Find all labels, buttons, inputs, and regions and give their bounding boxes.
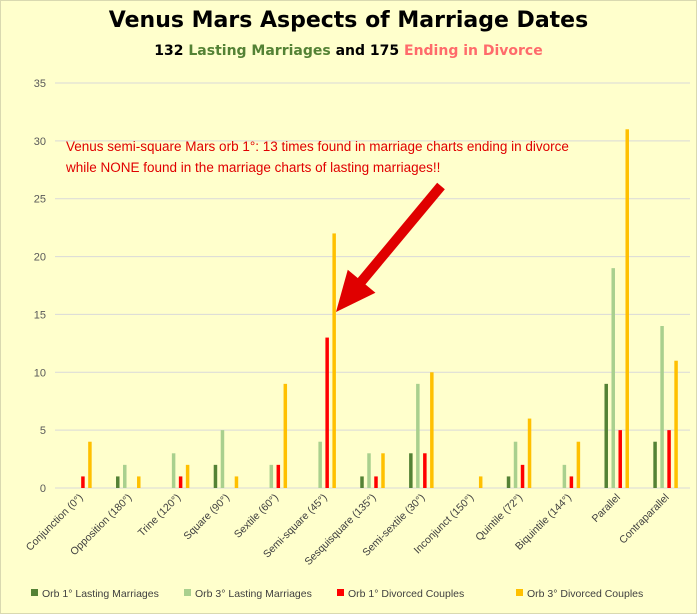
y-tick-label: 35 — [34, 78, 46, 90]
legend: Orb 1° Lasting Marriages Orb 3° Lasting M… — [31, 588, 643, 600]
bar-1-12 — [660, 326, 664, 488]
bar-0-12 — [653, 441, 657, 488]
subtitle-count-divorce: and 175 — [330, 43, 404, 59]
x-tick-label: Trine (120°) — [136, 492, 183, 539]
bar-3-6 — [381, 453, 385, 488]
y-tick-label: 15 — [34, 309, 46, 321]
subtitle-count-lasting: 132 — [154, 43, 189, 59]
subtitle-lasting-label: Lasting Marriages — [188, 43, 331, 59]
gridlines — [55, 82, 690, 489]
bar-3-5 — [332, 233, 336, 488]
bar-3-11 — [625, 129, 629, 489]
bar-2-11 — [618, 430, 622, 488]
bar-3-8 — [478, 476, 483, 488]
bar-2-4 — [276, 464, 281, 488]
legend-label: Orb 1° Lasting Marriages — [42, 588, 159, 600]
bar-1-10 — [562, 464, 567, 488]
bar-0-7 — [409, 453, 413, 488]
x-tick-label: Sextile (60°) — [232, 492, 281, 541]
y-tick-label: 20 — [34, 252, 46, 264]
red-arrow — [336, 182, 445, 312]
bar-3-4 — [283, 383, 288, 488]
bar-2-2 — [178, 476, 183, 488]
bar-1-6 — [367, 453, 371, 488]
bar-0-9 — [506, 476, 511, 488]
bar-1-5 — [318, 441, 322, 488]
annotation-line-2: while NONE found in the marriage charts … — [65, 160, 440, 175]
x-tick-label: Contraparallel — [617, 492, 672, 547]
bar-2-9 — [520, 464, 525, 488]
bar-2-0 — [81, 476, 85, 488]
bar-3-12 — [674, 360, 678, 488]
subtitle-divorce-label: Ending in Divorce — [404, 43, 543, 59]
bar-0-3 — [213, 464, 218, 488]
legend-swatch — [31, 589, 38, 596]
chart-subtitle: 132 Lasting Marriages and 175 Ending in … — [0, 43, 697, 59]
bar-0-11 — [604, 383, 608, 488]
bar-1-2 — [171, 453, 176, 488]
x-tick-label: Parallel — [590, 492, 623, 525]
bar-2-5 — [325, 337, 329, 488]
x-tick-label: Square (90°) — [181, 492, 232, 543]
legend-swatch — [516, 589, 523, 596]
bar-1-7 — [416, 383, 420, 488]
bar-1-1 — [123, 464, 127, 488]
legend-label: Orb 3° Divorced Couples — [527, 588, 643, 600]
annotation-line-1: Venus semi-square Mars orb 1°: 13 times … — [66, 139, 569, 154]
y-tick-label: 10 — [34, 367, 46, 379]
x-axis-labels: Conjunction (0°)Opposition (180°) Trine (… — [24, 492, 672, 568]
bar-0-6 — [360, 476, 364, 488]
bar-2-10 — [569, 476, 574, 488]
bar-2-7 — [423, 453, 427, 488]
bar-3-2 — [185, 464, 190, 488]
y-tick-label: 25 — [34, 194, 46, 206]
arrow-shaft — [355, 182, 445, 288]
bar-1-4 — [269, 464, 274, 488]
bar-1-3 — [220, 430, 225, 488]
y-axis-ticks: 0 5 10 15 20 25 30 35 — [34, 78, 46, 495]
legend-swatch — [337, 589, 344, 596]
y-tick-label: 30 — [34, 136, 46, 148]
annotation: Venus semi-square Mars orb 1°: 13 times … — [65, 139, 569, 175]
bar-3-1 — [137, 476, 141, 488]
chart-title: Venus Mars Aspects of Marriage Dates — [108, 8, 589, 33]
bar-0-1 — [116, 476, 120, 488]
x-tick-label: Quintile (72°) — [473, 492, 525, 544]
bar-2-12 — [667, 430, 671, 488]
y-tick-label: 5 — [40, 425, 46, 437]
bar-3-10 — [576, 441, 581, 488]
bar-3-0 — [88, 441, 92, 488]
bar-2-6 — [374, 476, 378, 488]
legend-swatch — [184, 589, 191, 596]
bar-3-7 — [430, 372, 434, 488]
legend-label: Orb 3° Lasting Marriages — [195, 588, 312, 600]
bar-3-3 — [234, 476, 239, 488]
bar-1-9 — [513, 441, 518, 488]
bar-1-11 — [611, 268, 615, 488]
bars — [81, 129, 678, 489]
legend-label: Orb 1° Divorced Couples — [348, 588, 464, 600]
bar-3-9 — [527, 418, 532, 488]
y-tick-label: 0 — [40, 483, 46, 495]
arrow-head — [336, 269, 376, 312]
